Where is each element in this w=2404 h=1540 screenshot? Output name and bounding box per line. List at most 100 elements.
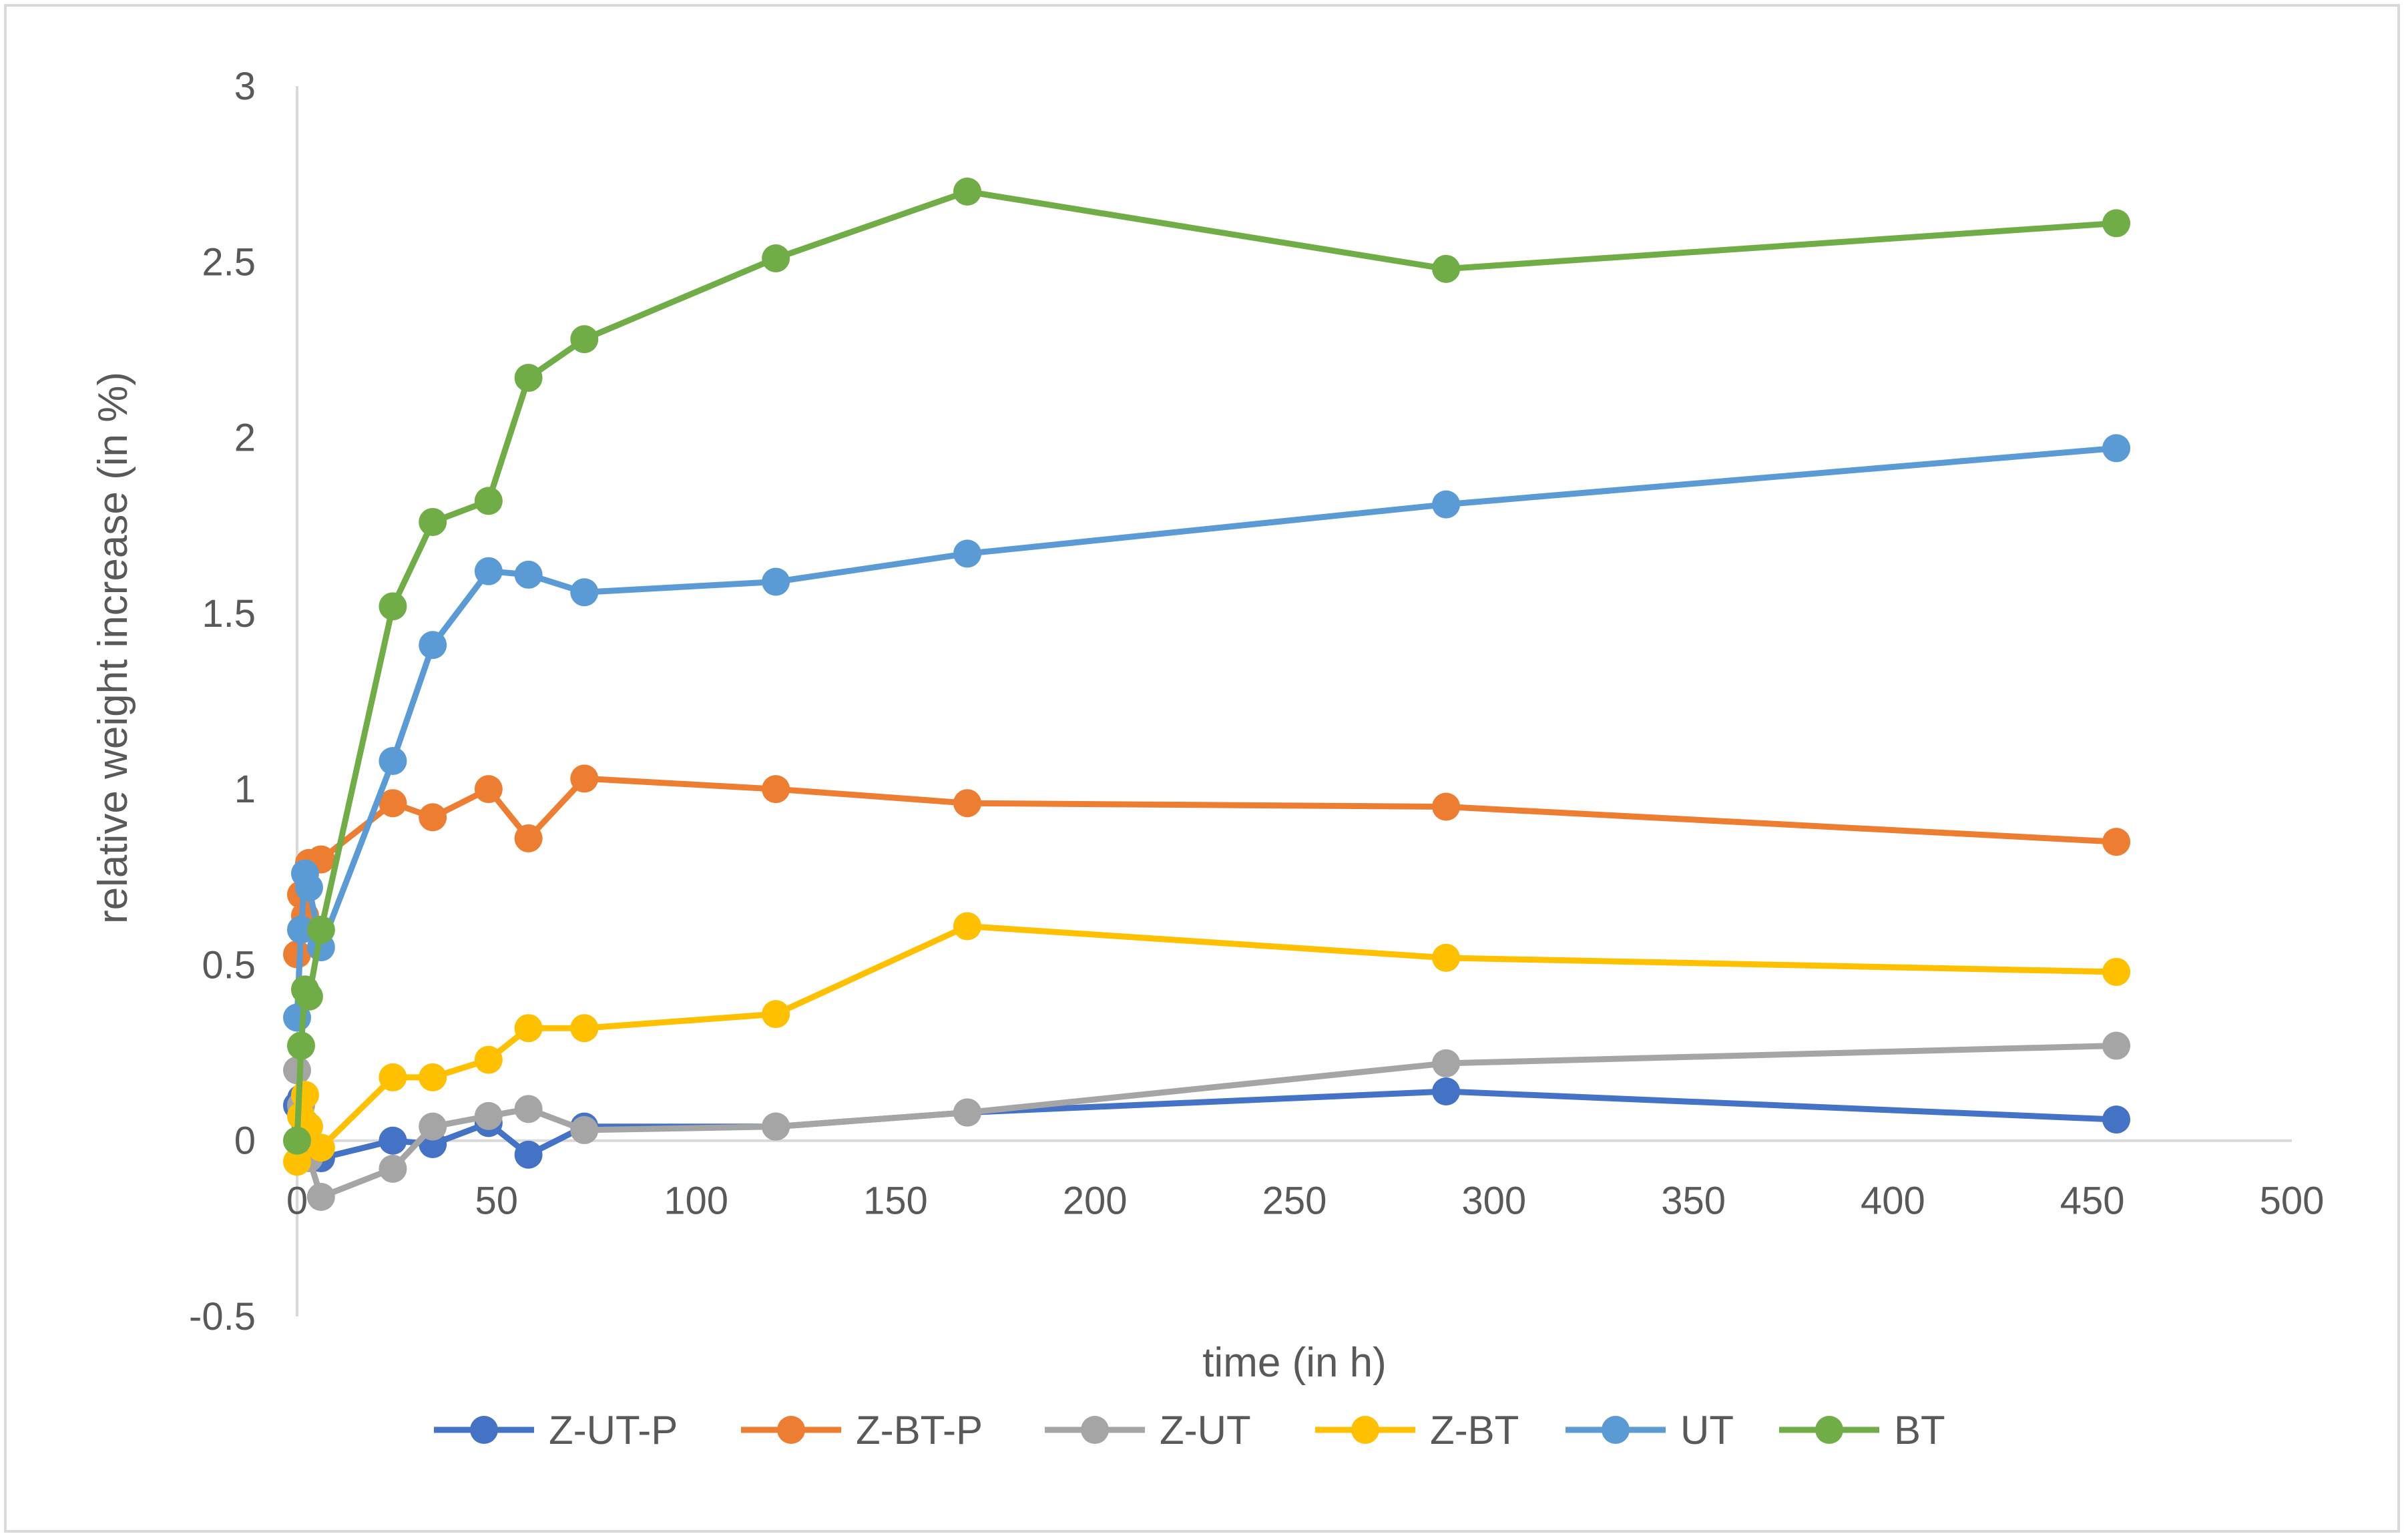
data-point xyxy=(953,177,981,206)
data-point xyxy=(762,244,790,273)
data-point xyxy=(419,631,447,660)
legend-label: BT xyxy=(1894,1408,1945,1453)
legend-label: Z-UT-P xyxy=(549,1408,678,1453)
legend-marker xyxy=(1815,1416,1843,1444)
data-point xyxy=(953,912,981,941)
data-point xyxy=(953,789,981,818)
data-point xyxy=(306,1182,335,1211)
y-axis-title: relative weight increase (in %) xyxy=(90,372,136,924)
data-point xyxy=(283,1147,311,1176)
data-point xyxy=(474,775,503,804)
x-tick-label: 450 xyxy=(2060,1180,2125,1223)
data-point xyxy=(419,803,447,832)
data-point xyxy=(2102,1031,2131,1060)
y-tick-label: 1 xyxy=(234,768,256,811)
data-point xyxy=(514,364,543,393)
data-point xyxy=(286,915,315,944)
data-point xyxy=(379,1063,407,1091)
data-point xyxy=(514,1140,543,1169)
legend-marker xyxy=(1351,1416,1379,1444)
data-point xyxy=(953,1098,981,1127)
data-point xyxy=(379,747,407,776)
data-point xyxy=(1432,1077,1461,1105)
x-tick-label: 250 xyxy=(1262,1180,1327,1223)
data-point xyxy=(1432,792,1461,821)
data-point xyxy=(514,1095,543,1123)
data-point xyxy=(2102,957,2131,986)
legend-layer: Z-UT-P Z-BT-P Z-UT Z-BT UT BT xyxy=(434,1408,1945,1453)
legend-label: Z-BT-P xyxy=(856,1408,983,1453)
data-point xyxy=(283,1126,311,1155)
x-tick-label: 50 xyxy=(475,1180,519,1223)
legend-label: UT xyxy=(1680,1408,1734,1453)
data-point xyxy=(294,873,323,902)
x-tick-label: 0 xyxy=(286,1180,308,1223)
y-tick-label: 2 xyxy=(234,417,256,460)
x-axis-title: time (in h) xyxy=(1202,1340,1387,1386)
x-tick-label: 500 xyxy=(2260,1180,2325,1223)
data-point xyxy=(419,1112,447,1141)
data-point xyxy=(474,1101,503,1130)
legend-item-z-ut-p: Z-UT-P xyxy=(434,1408,678,1453)
data-point xyxy=(419,507,447,536)
legend-item-z-bt-p: Z-BT-P xyxy=(741,1408,983,1453)
data-point xyxy=(379,592,407,621)
data-point xyxy=(1432,254,1461,283)
legend-marker xyxy=(1081,1416,1109,1444)
legend-item-bt: BT xyxy=(1779,1408,1945,1453)
data-point xyxy=(514,560,543,589)
data-point xyxy=(474,487,503,515)
data-point xyxy=(306,915,335,944)
data-point xyxy=(290,1081,319,1109)
data-point xyxy=(953,539,981,568)
legend-label: Z-UT xyxy=(1160,1408,1251,1453)
x-tick-label: 300 xyxy=(1461,1180,1526,1223)
x-tick-label: 350 xyxy=(1661,1180,1726,1223)
y-tick-label: 2.5 xyxy=(202,240,256,284)
series-bt xyxy=(283,177,2131,1155)
series-layer xyxy=(283,177,2131,1211)
data-point xyxy=(2102,1105,2131,1134)
y-tick-label: 1.5 xyxy=(202,592,256,635)
data-point xyxy=(2102,828,2131,856)
legend-marker xyxy=(777,1416,805,1444)
data-point xyxy=(514,824,543,852)
data-point xyxy=(570,1014,599,1043)
legend-marker xyxy=(1602,1416,1630,1444)
data-point xyxy=(762,1112,790,1141)
data-point xyxy=(762,1000,790,1029)
axes-layer: 0 50 100 150 200 250 300 350 400 450 500 -0.5 0 0.5 1 1… xyxy=(90,65,2324,1386)
legend-marker xyxy=(470,1416,498,1444)
data-point xyxy=(286,1031,315,1060)
data-point xyxy=(474,1045,503,1074)
legend-item-z-bt: Z-BT xyxy=(1315,1408,1519,1453)
data-point xyxy=(379,1126,407,1155)
data-point xyxy=(514,1014,543,1043)
chart-border xyxy=(4,4,2400,1533)
data-point xyxy=(1432,490,1461,519)
data-point xyxy=(570,1115,599,1144)
y-tick-label: 0 xyxy=(234,1119,256,1163)
legend-label: Z-BT xyxy=(1430,1408,1519,1453)
x-tick-label: 100 xyxy=(664,1180,728,1223)
data-point xyxy=(306,1133,335,1162)
legend-item-z-ut: Z-UT xyxy=(1045,1408,1251,1453)
data-point xyxy=(294,982,323,1011)
data-point xyxy=(1432,943,1461,972)
y-tick-label: -0.5 xyxy=(189,1295,256,1338)
legend-item-ut: UT xyxy=(1566,1408,1734,1453)
data-point xyxy=(762,775,790,804)
x-tick-label: 150 xyxy=(863,1180,928,1223)
data-point xyxy=(379,1154,407,1183)
y-tick-label: 3 xyxy=(234,65,256,108)
data-point xyxy=(379,789,407,818)
data-point xyxy=(1432,1049,1461,1077)
data-point xyxy=(762,567,790,596)
x-tick-label: 400 xyxy=(1861,1180,1925,1223)
data-point xyxy=(419,1063,447,1091)
data-point xyxy=(570,325,599,354)
data-point xyxy=(570,578,599,607)
data-point xyxy=(570,764,599,793)
